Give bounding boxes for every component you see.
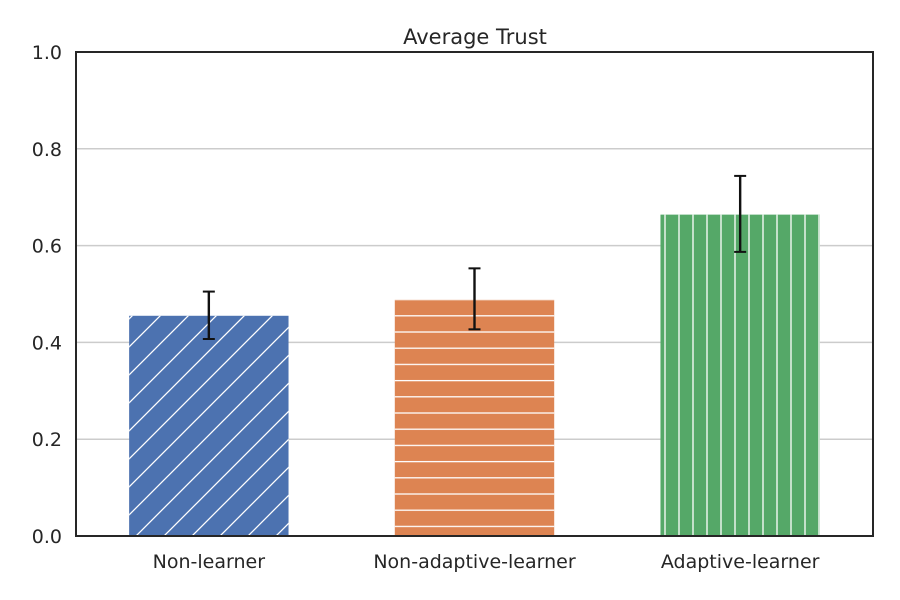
x-tick-label: Non-learner	[153, 551, 266, 573]
y-tick-label: 0.4	[32, 332, 62, 354]
bar-hatch	[394, 299, 555, 536]
y-tick-label: 0.8	[32, 139, 62, 161]
y-tick-label: 0.0	[32, 526, 62, 548]
x-tick-label: Non-adaptive-learner	[373, 551, 575, 573]
y-tick-label: 0.6	[32, 236, 62, 258]
x-tick-label: Adaptive-learner	[661, 551, 820, 573]
plot-frame	[75, 51, 874, 537]
chart-title: Average Trust	[403, 25, 547, 49]
bar-hatch	[660, 214, 820, 536]
error-bars	[202, 174, 747, 341]
y-tick-label: 1.0	[32, 42, 62, 64]
bar-hatch	[129, 315, 289, 536]
y-tick-label: 0.2	[32, 429, 62, 451]
y-tick-labels: 0.0 0.2 0.4 0.6 0.8 1.0	[32, 42, 62, 548]
x-tick-labels: Non-learner Non-adaptive-learner Adaptive-…	[153, 551, 820, 573]
bars	[129, 214, 820, 536]
